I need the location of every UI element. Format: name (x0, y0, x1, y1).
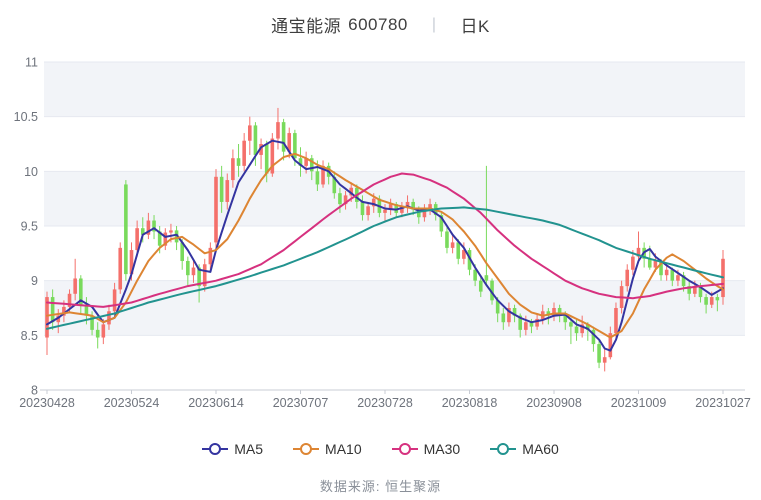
grid-bands (44, 62, 745, 336)
kline-chart: 8 8.5 9 9.5 10 10.5 11 20230428 20230524 20230614… (14, 56, 751, 411)
svg-text:20230728: 20230728 (357, 396, 413, 410)
x-axis: 20230428 20230524 20230614 20230707 20230728… (19, 389, 751, 410)
svg-text:11: 11 (25, 56, 38, 70)
legend-label-ma60: MA60 (522, 441, 559, 457)
ma60-line (46, 206, 724, 330)
svg-text:8: 8 (31, 384, 38, 398)
legend-label-ma30: MA30 (423, 441, 461, 457)
data-source-text: 数据来源: 恒生聚源 (319, 479, 442, 494)
ma5-line (46, 139, 724, 352)
legend-item-ma60[interactable]: MA60 (490, 441, 559, 457)
svg-text:20230524: 20230524 (104, 396, 160, 410)
chart-legend: MA5 MA10 MA30 MA60 (0, 441, 761, 457)
svg-text:9: 9 (31, 274, 38, 288)
stock-code: 600780 (348, 14, 408, 34)
legend-item-ma10[interactable]: MA10 (293, 441, 362, 457)
svg-text:9.5: 9.5 (21, 220, 38, 234)
legend-label-ma10: MA10 (325, 441, 362, 457)
ma10-line (46, 152, 724, 339)
ma30-legend-marker-icon (391, 443, 418, 455)
ma5-legend-marker-icon (202, 443, 229, 455)
svg-text:8.5: 8.5 (21, 329, 38, 343)
legend-item-ma5[interactable]: MA5 (202, 441, 263, 457)
svg-text:10.5: 10.5 (14, 110, 38, 124)
svg-text:20231009: 20231009 (611, 396, 667, 410)
legend-item-ma30[interactable]: MA30 (391, 441, 461, 457)
stock-name: 通宝能源 (271, 17, 342, 36)
svg-text:20230707: 20230707 (273, 396, 329, 410)
ma10-legend-marker-icon (293, 443, 320, 455)
period-label: 日K (460, 17, 490, 36)
svg-text:10: 10 (24, 165, 38, 179)
svg-text:20230614: 20230614 (188, 396, 244, 410)
legend-label-ma5: MA5 (234, 441, 264, 457)
svg-text:20231027: 20231027 (695, 396, 751, 410)
ma30-line (46, 172, 724, 308)
ma60-legend-marker-icon (490, 443, 517, 455)
svg-text:20230428: 20230428 (19, 396, 75, 410)
svg-text:20230818: 20230818 (442, 396, 498, 410)
y-axis-labels: 8 8.5 9 9.5 10 10.5 11 (14, 56, 38, 398)
svg-text:20230908: 20230908 (526, 396, 582, 410)
title-separator-icon: | (431, 15, 437, 33)
data-source: 数据来源: 恒生聚源 (0, 476, 761, 495)
chart-title: 通宝能源 600780 | 日K (0, 12, 761, 37)
